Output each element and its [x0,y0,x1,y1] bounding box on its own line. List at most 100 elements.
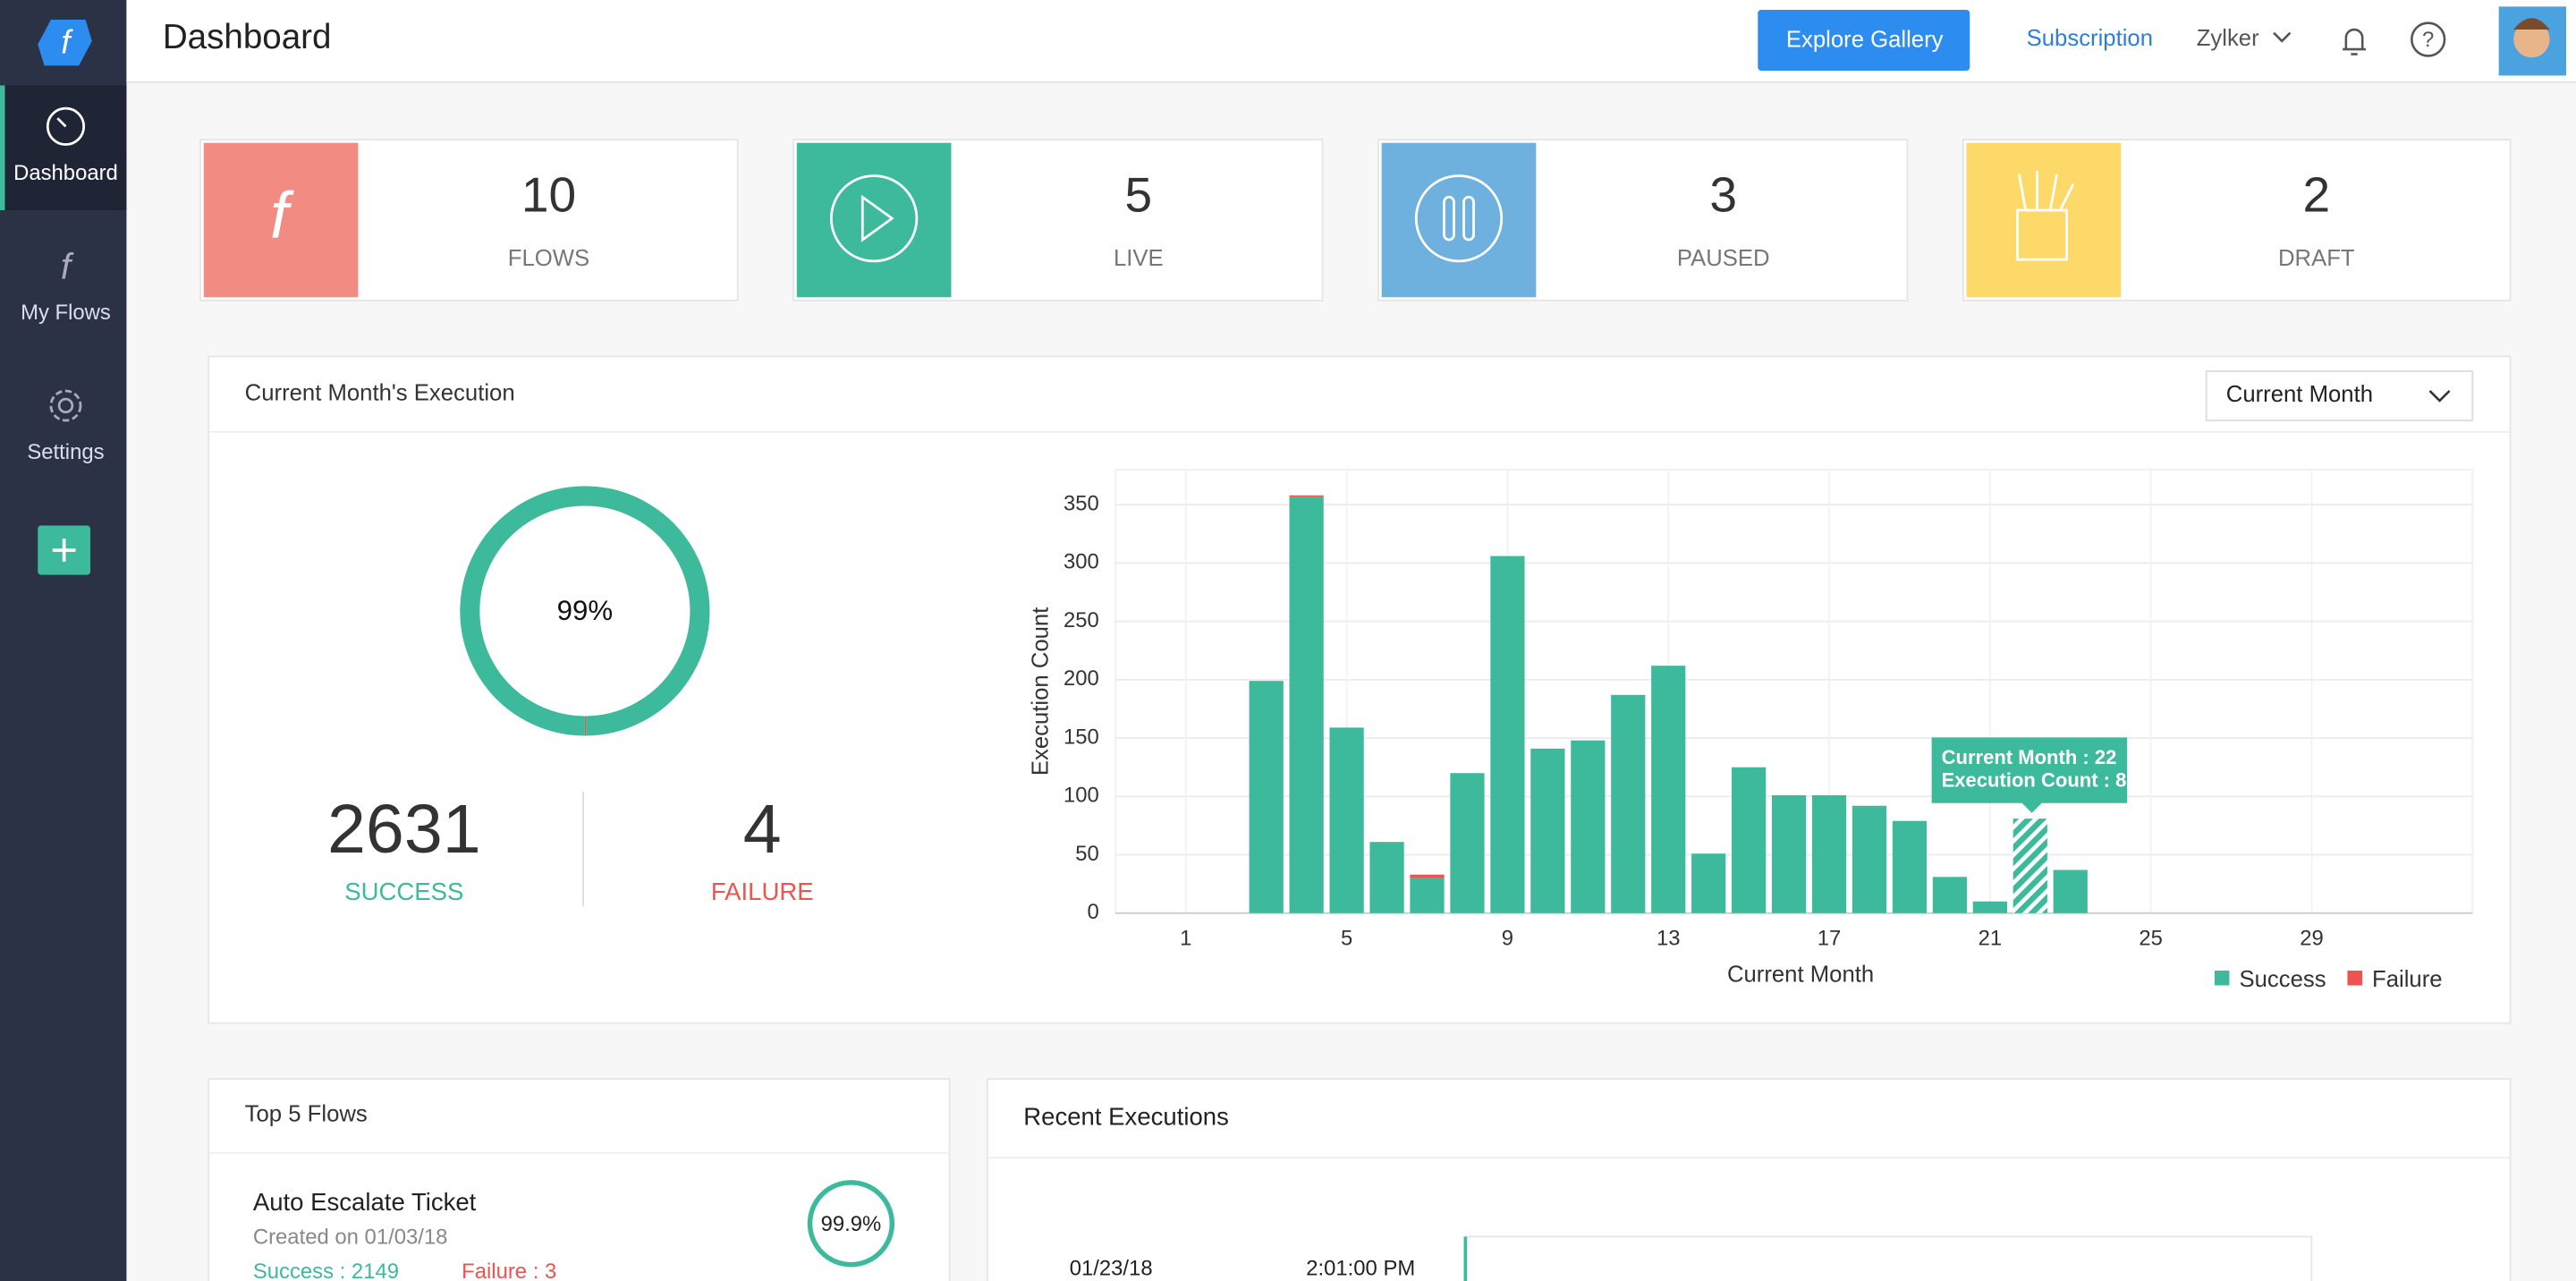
bar [1892,820,1928,913]
stat-icon [830,174,919,263]
dashboard-icon [46,106,86,146]
stat-icon-bg [203,142,359,298]
chevron [2428,390,2451,403]
sidebar [0,0,127,1281]
stat-value: 10 [521,167,576,223]
stat-cards: f 10 FLOWS 5 LIVE 3 PAUSED 2 DRAFT [199,139,2512,301]
stat-value: 5 [1125,167,1153,223]
bar [1289,496,1324,913]
summary-label: FAILURE [711,878,814,905]
x-axis-label: Current Month [1727,962,1874,987]
dashboard-icon [56,117,67,128]
panel-title: Top 5 Flows [245,1101,368,1126]
avatar-face [2513,21,2550,58]
bar [1410,878,1445,913]
flow-name[interactable]: Auto Escalate Ticket [253,1188,477,1216]
x-tick-label: 9 [1502,926,1513,950]
flow-rate-ring [807,1180,895,1268]
legend-swatch [2347,971,2362,986]
stat-value: 3 [1709,167,1737,223]
bar [1490,556,1525,913]
execution-card[interactable] [1464,1235,2313,1281]
flow-failure: Failure : 3 [462,1260,556,1281]
x-tick-label: 17 [1818,926,1842,950]
bell-icon[interactable] [2343,28,2366,55]
tooltip-text: Execution Count : 81 [1942,769,2138,792]
stat-label: DRAFT [2278,246,2355,271]
x-tick-label: 29 [2300,926,2324,950]
flow-created: Created on 01/03/18 [253,1226,448,1250]
explore-button-label: Explore Gallery [1786,28,1944,53]
y-tick-label: 350 [1063,492,1099,516]
bar [2012,819,2047,913]
chevron [2273,31,2292,43]
nav-item[interactable]: Settings [27,440,104,464]
legend-label: Success [2239,967,2326,992]
bar [1530,748,1565,913]
stat-label: LIVE [1114,246,1164,271]
subscription-link[interactable]: Subscription [2027,26,2153,51]
summary-label: SUCCESS [344,878,463,905]
x-tick-label: 13 [1657,926,1681,950]
header [126,0,2576,82]
sidebar-active [0,85,127,210]
bar [1972,901,2007,913]
period-dropdown[interactable] [2205,369,2474,421]
flow-rate: 99.9% [821,1212,882,1236]
stat-icon [1414,174,1504,263]
add-icon [52,539,76,562]
help-icon-glyph: ? [2422,28,2434,52]
stat-label: PAUSED [1677,246,1770,271]
bar [1811,795,1847,913]
org-menu[interactable]: Zylker [2197,26,2259,51]
execution-status [1463,1236,1468,1281]
bar [1571,740,1606,913]
stat-icon-bg [1966,142,2122,298]
y-tick-label: 150 [1063,725,1099,749]
explore-button[interactable] [1758,10,1970,71]
period-dropdown-label: Current Month [2226,382,2373,407]
settings-icon [49,389,82,422]
bar [1771,795,1807,913]
bar [1852,805,1887,913]
bar [1450,773,1485,913]
tooltip [1931,737,2128,813]
nav-item[interactable]: Dashboard [13,161,118,185]
tooltip-text: Current Month : 22 [1942,746,2117,768]
summary-value: 4 [743,791,782,868]
logo[interactable] [38,20,92,66]
y-axis-label: Execution Count [1028,607,1053,776]
legend-label: Failure [2372,967,2443,992]
flow-success: Success : 2149 [253,1260,399,1281]
x-tick-label: 21 [1979,926,2003,950]
summary-value: 2631 [327,791,481,868]
help-icon[interactable] [2411,21,2446,57]
panel-title: Current Month's Execution [245,380,515,405]
y-tick-label: 50 [1075,842,1099,866]
y-tick-label: 100 [1063,784,1099,808]
bar [1329,727,1364,913]
bar [1369,842,1404,913]
x-tick-label: 25 [2139,926,2163,950]
stat-icon [860,194,894,242]
bar [1410,874,1445,878]
nav-item[interactable]: My Flows [21,301,111,325]
stat-icon-bg [1381,142,1537,298]
panel-title: Recent Executions [1023,1103,1229,1131]
page-title: Dashboard [163,18,332,56]
bar [1249,681,1284,913]
stat-icon-bg [796,142,952,298]
avatar-hair [2513,18,2550,30]
execution-time: 2:01:00 PM [1306,1256,1415,1280]
active-indicator [0,85,5,210]
donut-center-label: 99% [557,595,613,626]
execution-date: 01/23/18 [1070,1256,1153,1280]
stat-value: 2 [2302,167,2330,223]
stat-label: FLOWS [508,246,589,271]
settings-icon [57,397,74,414]
legend-swatch [2214,971,2230,986]
y-tick-label: 300 [1063,550,1099,574]
top-flows-panel [208,1078,951,1281]
